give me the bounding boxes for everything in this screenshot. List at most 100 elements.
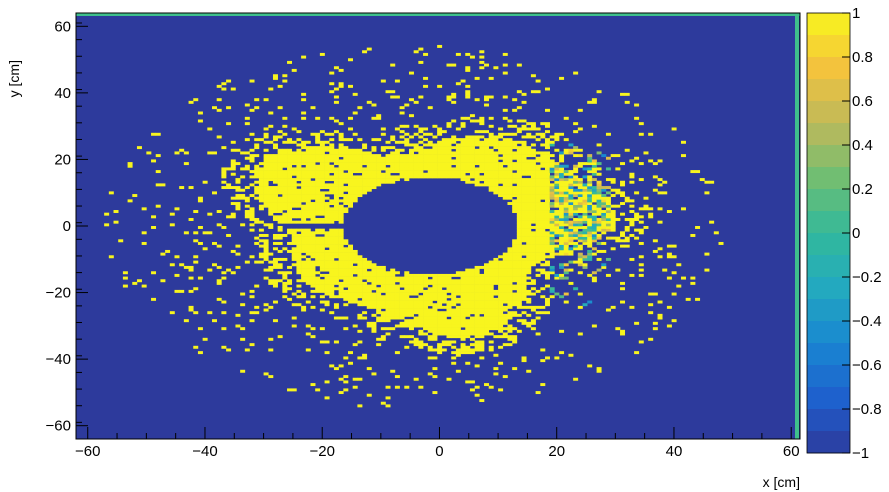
heatmap-bin <box>587 239 593 243</box>
heatmap-bin <box>357 279 363 283</box>
heatmap-bin <box>446 332 452 336</box>
heatmap-bin <box>563 249 569 253</box>
heatmap-bin <box>329 202 335 205</box>
heatmap-bin <box>526 241 532 245</box>
heatmap-bin <box>235 194 241 198</box>
heatmap-bin <box>216 108 222 112</box>
heatmap-bin <box>319 52 325 56</box>
heatmap-bin <box>329 292 335 296</box>
heatmap-bin <box>507 183 513 187</box>
heatmap-bin <box>591 207 597 211</box>
heatmap-bin <box>516 183 522 187</box>
heatmap-bin <box>493 372 499 376</box>
heatmap-bin <box>418 135 424 139</box>
heatmap-bin <box>484 311 490 315</box>
heatmap-bin <box>249 319 255 323</box>
heatmap-bin <box>221 271 227 275</box>
heatmap-bin <box>319 164 325 168</box>
heatmap-bin <box>573 207 579 211</box>
heatmap-bin <box>577 194 583 198</box>
heatmap-bin <box>648 303 654 307</box>
heatmap-bin <box>568 148 574 152</box>
heatmap-bin <box>319 340 325 344</box>
heatmap-bin <box>526 122 532 126</box>
heatmap-bin <box>493 159 499 163</box>
heatmap-bin <box>348 271 353 275</box>
heatmap-bin <box>404 156 410 160</box>
heatmap-bin <box>408 162 414 166</box>
heatmap-bin <box>343 284 349 288</box>
heatmap-bin <box>441 311 447 315</box>
heatmap-bin <box>512 175 518 179</box>
heatmap-bin <box>371 175 377 179</box>
heatmap-bin <box>315 178 321 182</box>
heatmap-bin <box>432 170 438 174</box>
heatmap-bin <box>507 140 513 144</box>
heatmap-bin <box>455 332 461 336</box>
color-scale-segment <box>807 101 850 124</box>
heatmap-bin <box>432 164 438 168</box>
heatmap-bin <box>554 148 560 152</box>
heatmap-bin <box>366 162 372 166</box>
heatmap-bin <box>479 140 485 144</box>
heatmap-bin <box>301 218 307 221</box>
heatmap-bin <box>390 63 396 67</box>
heatmap-bin <box>484 289 490 293</box>
heatmap-bin <box>540 212 546 216</box>
heatmap-bin <box>474 140 480 144</box>
heatmap-bin <box>521 156 527 160</box>
heatmap-bin <box>272 236 278 240</box>
heatmap-bin <box>620 233 626 237</box>
heatmap-bin <box>516 194 522 198</box>
heatmap-bin <box>648 337 654 341</box>
heatmap-bin <box>559 156 565 160</box>
heatmap-bin <box>413 308 419 312</box>
heatmap-bin <box>418 148 424 152</box>
heatmap-bin <box>502 260 508 264</box>
heatmap-bin <box>357 188 363 192</box>
heatmap-bin <box>469 271 475 275</box>
heatmap-bin <box>263 194 269 198</box>
heatmap-bin <box>427 303 433 307</box>
heatmap-bin <box>319 289 325 293</box>
heatmap-bin <box>498 335 504 339</box>
heatmap-bin <box>277 167 283 171</box>
heatmap-bin <box>657 300 663 304</box>
heatmap-bin <box>385 154 391 158</box>
heatmap-bin <box>352 255 358 259</box>
heatmap-bin <box>451 303 457 307</box>
heatmap-bin <box>207 231 213 235</box>
heatmap-bin <box>535 172 541 176</box>
heatmap-bin <box>183 162 189 166</box>
heatmap-bin <box>526 236 532 240</box>
heatmap-bin <box>287 175 293 179</box>
heatmap-bin <box>305 300 311 304</box>
heatmap-bin <box>540 263 546 267</box>
heatmap-bin <box>287 279 293 283</box>
heatmap-bin <box>399 292 405 296</box>
heatmap-bin <box>263 372 269 376</box>
heatmap-bin <box>427 337 433 341</box>
heatmap-bin <box>390 95 396 99</box>
heatmap-bin <box>385 305 391 309</box>
heatmap-bin <box>249 154 255 158</box>
heatmap-bin <box>465 319 471 323</box>
heatmap-bin <box>324 265 330 269</box>
heatmap-bin <box>484 95 490 99</box>
heatmap-bin <box>404 305 410 309</box>
heatmap-bin <box>272 300 278 304</box>
heatmap-bin <box>577 247 583 251</box>
heatmap-bin <box>315 116 321 120</box>
heatmap-bin <box>516 279 522 283</box>
heatmap-bin <box>366 178 372 182</box>
heatmap-bin <box>432 156 438 160</box>
heatmap-bin <box>305 273 311 277</box>
heatmap-bin <box>634 218 640 221</box>
heatmap-bin <box>479 348 485 352</box>
heatmap-bin <box>301 204 307 208</box>
heatmap-bin <box>488 276 494 280</box>
heatmap-bin <box>474 311 480 315</box>
heatmap-bin <box>380 300 386 304</box>
heatmap-bin <box>643 204 649 208</box>
